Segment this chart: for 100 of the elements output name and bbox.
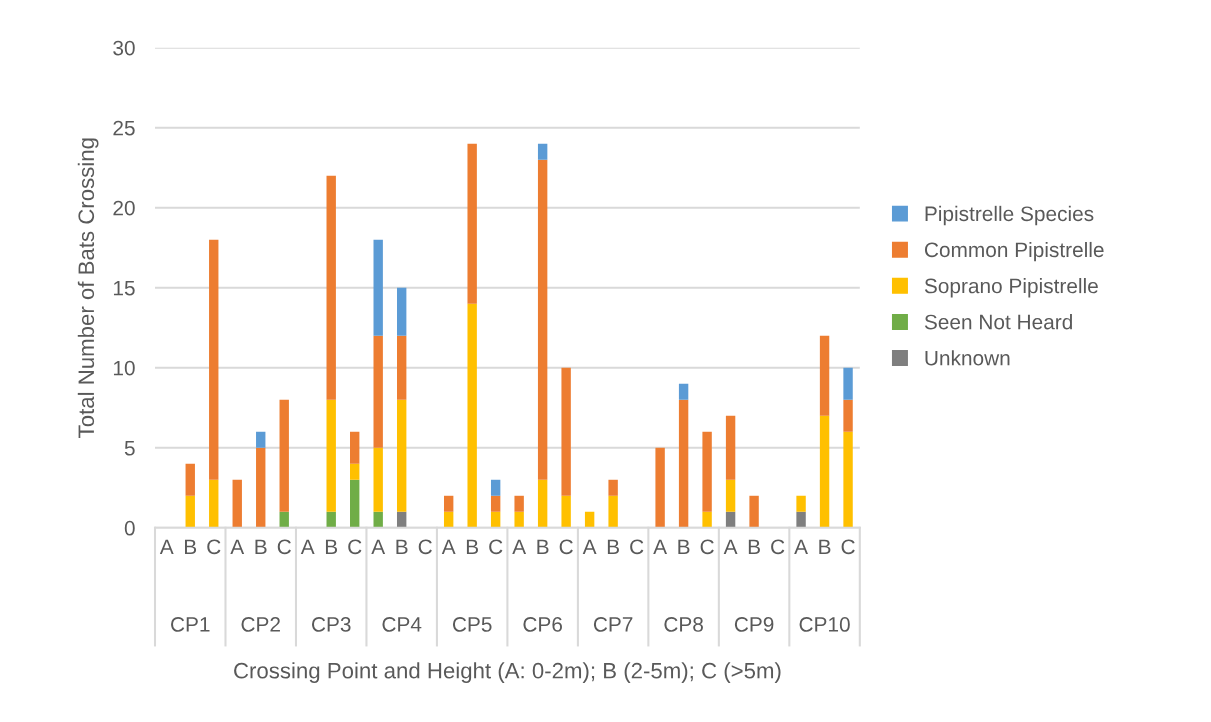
bar [514, 511, 524, 528]
bar [396, 399, 407, 512]
x-tick-label: C [277, 539, 291, 555]
bar [490, 511, 501, 528]
x-axis-title: Crossing Point and Height (A: 0-2m); B (2-5m); C (>5m) [234, 662, 781, 683]
bar [749, 495, 759, 528]
legend-label: Soprano Pipistrelle [924, 278, 1098, 298]
y-tick-label: 30 [113, 40, 135, 56]
bar [796, 495, 806, 512]
bar [185, 463, 195, 496]
text: CP4 [382, 617, 422, 632]
bar [326, 511, 336, 528]
text: CP6 [523, 617, 562, 632]
x-tick-label: C [559, 539, 573, 555]
bar [396, 287, 407, 336]
y-tick-label: 20 [113, 200, 135, 216]
text: CP3 [312, 617, 351, 632]
bar [655, 447, 665, 528]
text: CP7 [593, 617, 633, 632]
bar [843, 399, 853, 432]
x-tick-label: A [441, 539, 456, 554]
bar [396, 511, 407, 528]
bar [561, 367, 571, 496]
text: CP1 [171, 617, 210, 632]
x-tick-label: A [582, 539, 597, 554]
y-tick-label: 25 [113, 120, 135, 136]
bar [843, 367, 853, 400]
bar [725, 415, 736, 480]
bar [819, 415, 830, 528]
x-tick-label: A [512, 539, 527, 554]
bar [256, 431, 266, 448]
x-tick-label: B [537, 539, 549, 554]
x-tick-label: C [771, 539, 785, 555]
y-tick-label: 15 [113, 280, 135, 296]
x-tick-label: B [466, 539, 479, 554]
bar [725, 479, 736, 512]
y-axis-title: Total Number of Bats Crossing [77, 138, 99, 438]
x-tick-label: A [794, 539, 808, 554]
bar [350, 463, 360, 480]
bar [678, 399, 689, 528]
bar [796, 511, 806, 528]
bar [443, 511, 454, 528]
x-tick-label: A [723, 539, 738, 554]
text: CP10 [799, 617, 850, 632]
x-tick-label: B [325, 539, 338, 554]
bar [490, 495, 501, 512]
bar [561, 495, 571, 528]
x-tick-label: B [819, 539, 831, 554]
bar [279, 399, 289, 512]
legend-label: Unknown [925, 350, 1010, 366]
bar [326, 175, 336, 400]
bar [608, 479, 618, 496]
x-tick-label: C [418, 539, 432, 555]
bar [373, 447, 383, 512]
bar [584, 511, 595, 528]
bar [725, 511, 736, 528]
bar [819, 335, 830, 416]
y-tick-label: 5 [124, 440, 135, 456]
bar [608, 495, 618, 528]
text: CP2 [241, 617, 280, 632]
x-tick-label: B [607, 539, 619, 554]
bar [843, 431, 853, 528]
bar [702, 511, 712, 528]
x-tick-label: A [300, 539, 315, 554]
bar [443, 495, 454, 512]
legend-label: Common Pipistrelle [924, 241, 1104, 262]
x-tick-label: C [841, 539, 855, 555]
text: CP9 [734, 617, 774, 632]
x-tick-label: A [371, 539, 386, 554]
x-tick-label: B [678, 539, 690, 554]
x-tick-label: C [489, 539, 503, 555]
legend-label: Seen Not Heard [924, 314, 1072, 330]
bar [326, 399, 336, 512]
bar [209, 479, 219, 528]
y-tick-label: 10 [113, 360, 135, 376]
x-tick-label: C [630, 539, 644, 555]
bar [350, 431, 360, 464]
text: CP5 [452, 617, 492, 632]
x-tick-label: C [700, 539, 714, 555]
bar [702, 431, 712, 512]
bar [232, 479, 242, 528]
legend-label: Pipistrelle Species [925, 205, 1094, 226]
x-tick-label: A [159, 539, 174, 554]
x-tick-label: B [396, 539, 408, 554]
x-tick-label: B [255, 539, 267, 554]
bar [678, 383, 689, 400]
bar [256, 447, 266, 528]
y-tick-label: 0 [124, 520, 135, 536]
bar [537, 143, 548, 160]
bar [209, 239, 219, 480]
bar [537, 479, 548, 528]
bar [185, 495, 195, 528]
x-tick-label: A [653, 539, 668, 554]
bar [514, 495, 524, 512]
text: CP8 [664, 617, 703, 632]
bar [279, 511, 289, 528]
x-tick-label: C [207, 539, 221, 555]
bar [467, 303, 477, 528]
bar [373, 335, 383, 448]
x-tick-label: B [748, 539, 760, 554]
